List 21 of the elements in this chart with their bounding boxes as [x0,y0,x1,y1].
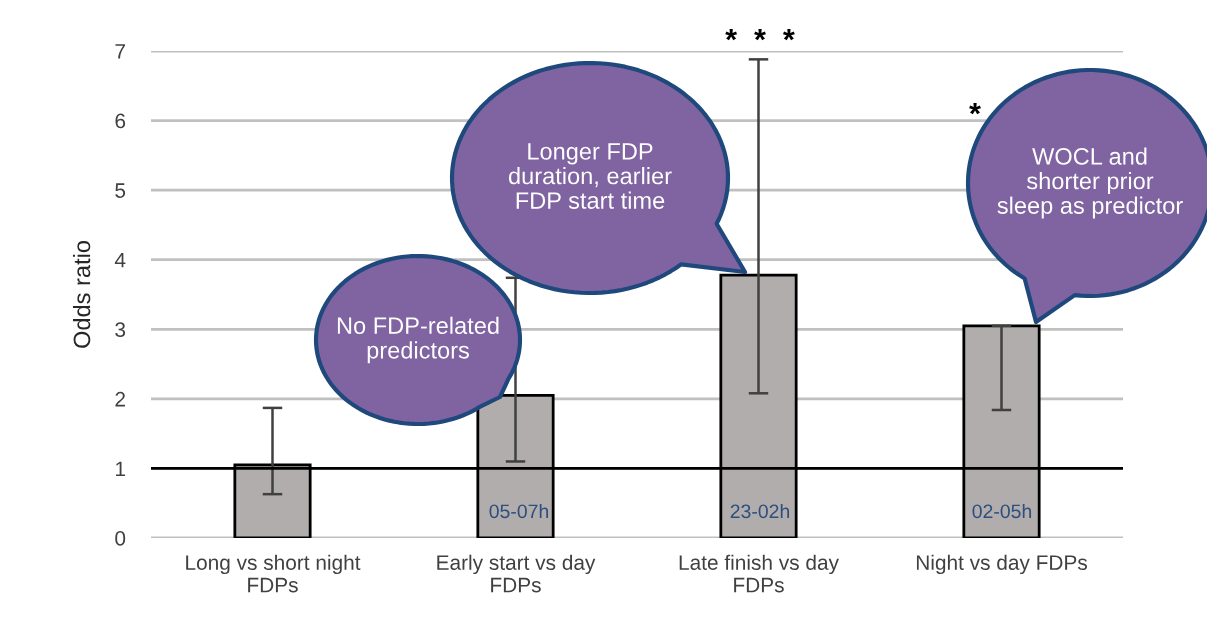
annotation: No FDP-related predictors [337,316,499,364]
y-tick-label: 5 [115,183,126,198]
x-tick-label: Night vs day FDPs [916,554,1087,575]
y-tick-label: 7 [115,44,125,59]
y-axis-title: Odds ratio [72,241,91,348]
annotation: WOCL and shorter prior sleep as predictor [997,147,1183,219]
y-tick-label: 4 [114,252,126,268]
annotation: 23-02h [730,503,790,519]
y-tick-label: 3 [115,322,126,338]
annotation: Longer FDP duration, earlier FDP start time [508,143,672,209]
x-tick-label: Late finish vs day FDPs [679,554,839,593]
x-tick-label: Long vs short night FDPs [186,554,361,593]
text: * * * [725,28,795,41]
y-tick-label: 0 [115,531,126,546]
annotation: 02-05h [972,503,1032,519]
y-tick-label: 2 [115,391,125,407]
y-tick-label: 1 [116,461,125,476]
y-tick-label: 6 [115,113,126,129]
x-tick-label: Early start vs day FDPs [437,554,596,593]
annotation: 05-07h [489,503,549,519]
annotation: * [969,102,981,115]
